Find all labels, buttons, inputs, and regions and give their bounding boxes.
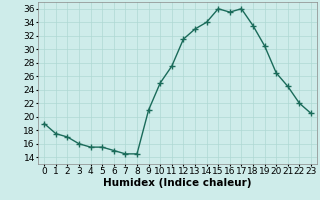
X-axis label: Humidex (Indice chaleur): Humidex (Indice chaleur) bbox=[103, 178, 252, 188]
